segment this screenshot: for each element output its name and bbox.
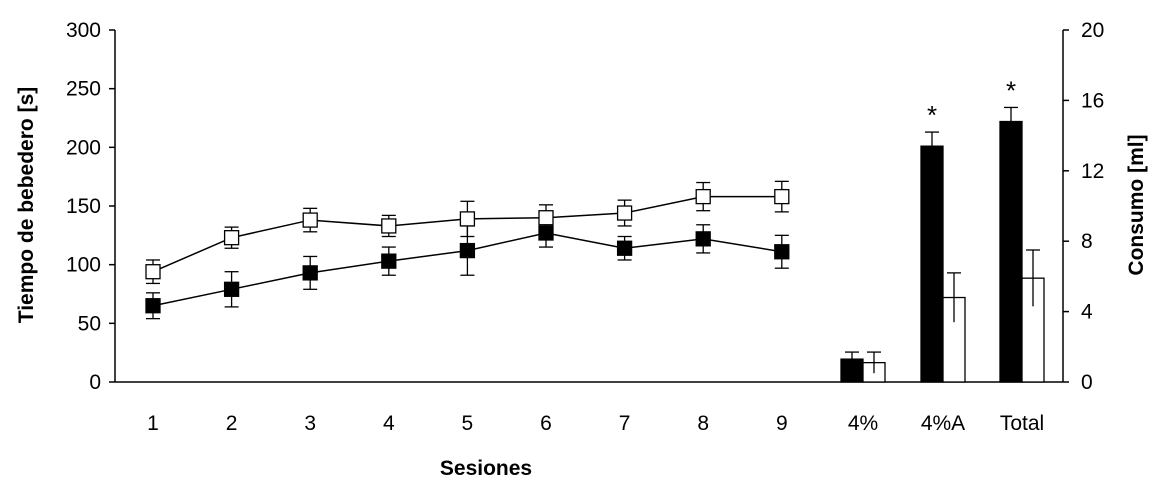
chart-marks: **: [145, 75, 1045, 383]
significance-asterisk: *: [927, 100, 937, 130]
x-tick-label: 4%: [848, 412, 878, 435]
marker-filled-square: [459, 242, 476, 259]
x-tick-label: 4%A: [921, 412, 965, 435]
x-tick-label: 1: [147, 412, 159, 435]
y-tick-label-left: 50: [78, 312, 101, 335]
x-tick-label: 3: [304, 412, 316, 435]
marker-open-square: [145, 264, 161, 280]
y-tick-label-right: 0: [1081, 371, 1093, 394]
y-tick-label-left: 250: [66, 78, 101, 101]
bar-black: [840, 358, 864, 383]
marker-open-square: [695, 188, 711, 205]
x-tick-label: 6: [540, 412, 552, 435]
marker-open-square: [459, 211, 476, 227]
bar-black: [920, 145, 944, 383]
marker-open-square: [774, 188, 790, 205]
marker-filled-square: [774, 244, 790, 260]
significance-asterisk: *: [1006, 75, 1016, 105]
marker-open-square: [538, 210, 554, 226]
chart-labels: Sesiones Tiempo de bebedero [s] Consumo …: [15, 87, 1148, 479]
marker-filled-square: [695, 231, 711, 247]
marker-filled-square: [381, 253, 397, 269]
x-tick-label: 5: [462, 412, 474, 435]
marker-filled-square: [223, 281, 240, 297]
y-tick-label-left: 150: [66, 195, 101, 218]
y-tick-label-right: 8: [1081, 230, 1093, 253]
marker-filled-square: [302, 265, 318, 281]
x-tick-label: 8: [697, 412, 709, 435]
marker-open-square: [302, 212, 318, 228]
y-tick-label-left: 300: [66, 19, 101, 42]
y-axis-right-title: Consumo [ml]: [1125, 134, 1148, 275]
y-axis-left-title: Tiempo de bebedero [s]: [15, 87, 38, 324]
x-tick-label: 9: [776, 412, 788, 435]
marker-open-square: [381, 218, 397, 234]
y-tick-label-left: 100: [66, 254, 101, 277]
x-tick-label: 2: [226, 412, 238, 435]
marker-open-square: [616, 205, 633, 221]
marker-filled-square: [616, 240, 633, 256]
y-tick-label-right: 4: [1081, 301, 1093, 324]
y-tick-label-right: 20: [1081, 19, 1104, 42]
y-tick-label-left: 200: [66, 136, 101, 159]
y-tick-label-right: 12: [1081, 160, 1104, 183]
y-tick-label-left: 0: [89, 371, 101, 394]
marker-open-square: [223, 230, 240, 246]
x-tick-label: 7: [619, 412, 631, 435]
y-tick-label-right: 16: [1081, 89, 1104, 112]
marker-filled-square: [145, 298, 161, 314]
x-tick-label: Total: [1000, 412, 1044, 435]
x-tick-label: 4: [383, 412, 395, 435]
bar-black: [999, 120, 1023, 383]
x-axis-title: Sesiones: [440, 457, 532, 479]
